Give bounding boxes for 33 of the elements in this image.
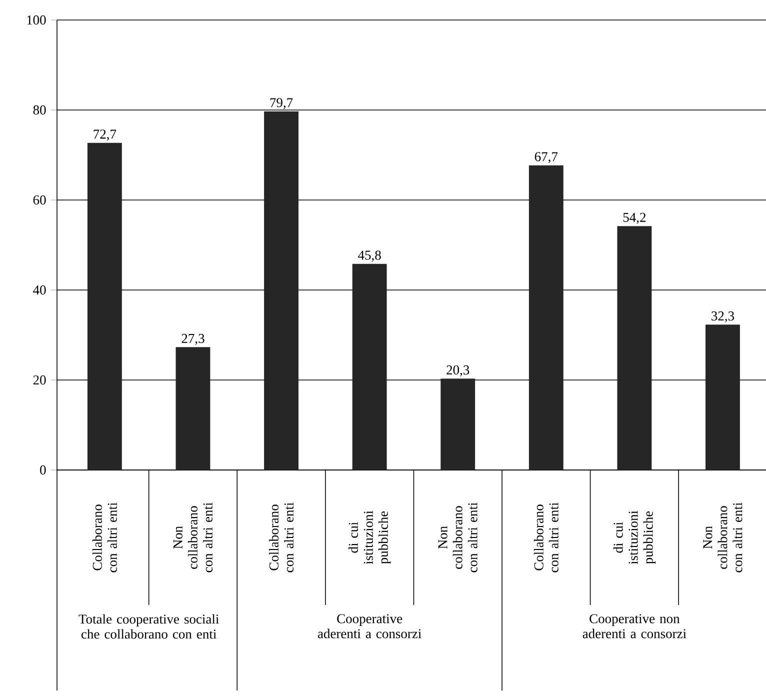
bar xyxy=(176,347,210,470)
x-tick-label: Collaborano con altri enti xyxy=(534,502,558,572)
data-label: 20,3 xyxy=(446,365,470,376)
bar xyxy=(87,142,122,470)
y-tick-label: 80 xyxy=(33,105,46,115)
y-tick-label: 0 xyxy=(40,465,46,475)
x-tick-label: di cui istituzioni pubbliche xyxy=(348,510,391,564)
x-tick-label: Non collaborano con altri enti xyxy=(173,502,212,572)
bar xyxy=(706,324,740,470)
data-label: 67,7 xyxy=(534,152,558,164)
data-label: 32,3 xyxy=(712,311,734,322)
bar xyxy=(528,165,564,470)
data-label: 72,7 xyxy=(94,130,116,141)
text: Cooperative aderenti a consorzi xyxy=(318,614,422,638)
x-tick-label: Collaborano con altri enti xyxy=(92,502,117,572)
bar xyxy=(352,264,387,470)
bar xyxy=(264,111,298,470)
x-tick-label: Non collaborano con altri enti xyxy=(703,502,742,572)
y-tick-label: 100 xyxy=(27,15,46,25)
bar xyxy=(617,226,652,470)
y-tick-label: 40 xyxy=(33,285,46,295)
data-label: 27,3 xyxy=(182,334,204,345)
text: Cooperative non aderenti a consorzi xyxy=(582,614,686,638)
x-tick-label: Collaborano con altri enti xyxy=(269,502,294,572)
x-tick-label: di cui istituzioni pubbliche xyxy=(613,510,656,564)
bar xyxy=(440,378,476,470)
data-label: 79,7 xyxy=(270,98,293,110)
y-tick-label: 60 xyxy=(33,195,46,205)
text: Totale cooperative sociali che collaborano con enti xyxy=(78,614,219,639)
x-tick-label: Non collaborano con altri enti xyxy=(438,502,478,572)
data-label: 54,2 xyxy=(623,212,646,224)
y-tick-label: 20 xyxy=(33,375,46,385)
data-label: 45,8 xyxy=(358,250,381,262)
